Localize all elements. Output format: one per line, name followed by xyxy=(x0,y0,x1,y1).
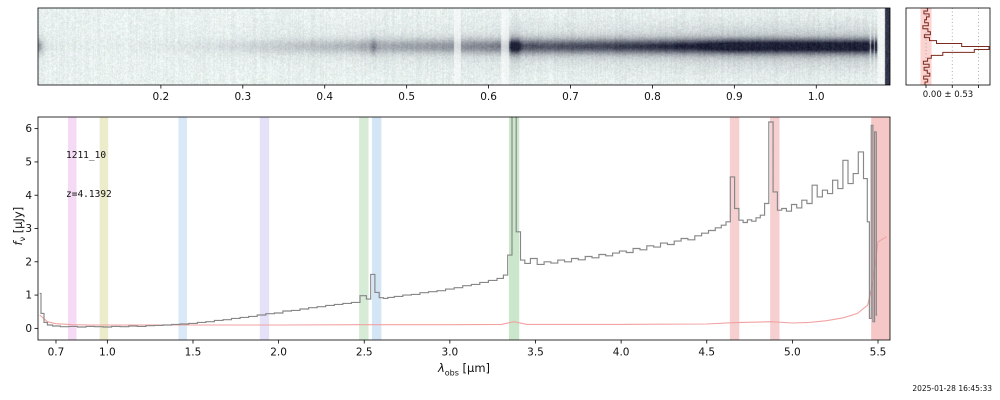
source-id-label: 1211_10 xyxy=(66,150,107,161)
y-axis-label-symbol: f xyxy=(10,241,25,246)
axes-spine xyxy=(37,116,891,341)
masked-line-band xyxy=(371,117,382,340)
spectrum-2d-heatmap xyxy=(38,8,890,85)
x-tick-label: 3.0 xyxy=(442,347,459,359)
y-axis-label-unit: [μJy] xyxy=(10,206,25,237)
masked-line-band xyxy=(871,117,890,340)
source-annotation: 1211_10 z=4.1392 xyxy=(66,123,112,227)
y-axis-label: fν [μJy] xyxy=(11,181,27,271)
x-tick-label: 0.7 xyxy=(48,347,65,359)
axes-spine xyxy=(905,7,991,86)
y-tick-label: 5 xyxy=(25,157,32,169)
x-axis-label-sub: obs xyxy=(444,368,459,378)
spectrum-line xyxy=(39,117,878,328)
masked-line-band xyxy=(259,117,270,340)
top-x-tick-label: 0.8 xyxy=(644,91,661,103)
y-tick-label: 1 xyxy=(25,290,32,302)
top-x-tick-label: 0.2 xyxy=(153,91,170,103)
x-tick-label: 2.5 xyxy=(356,347,373,359)
y-axis-label-sub: ν xyxy=(18,236,28,242)
x-axis-label: λobs [μm] xyxy=(38,361,890,377)
y-tick-label: 6 xyxy=(25,123,32,135)
x-tick-label: 4.5 xyxy=(698,347,715,359)
masked-line-band xyxy=(178,117,187,340)
x-tick-label: 1.0 xyxy=(99,347,116,359)
x-tick-label: 2.0 xyxy=(270,347,287,359)
top-x-tick-label: 1.0 xyxy=(808,91,825,103)
creation-timestamp: 2025-01-28 16:45:33 xyxy=(912,384,992,393)
top-x-tick-label: 0.9 xyxy=(726,91,743,103)
masked-line-band xyxy=(729,117,740,340)
uncertainty-line xyxy=(39,236,887,326)
x-tick-label: 5.0 xyxy=(784,347,801,359)
y-tick-label: 0 xyxy=(25,323,32,335)
sigma-band xyxy=(920,8,932,85)
x-axis-label-symbol: λ xyxy=(437,361,445,375)
top-x-tick-label: 0.5 xyxy=(398,91,415,103)
x-tick-label: 5.5 xyxy=(870,347,887,359)
top-x-tick-label: 0.6 xyxy=(480,91,497,103)
masked-line-band xyxy=(359,117,369,340)
x-tick-label: 4.0 xyxy=(613,347,630,359)
x-tick-label: 1.5 xyxy=(185,347,202,359)
top-x-tick-label: 0.4 xyxy=(316,91,333,103)
masked-line-band xyxy=(508,117,520,340)
redshift-label: z=4.1392 xyxy=(66,189,112,200)
x-tick-label: 3.5 xyxy=(527,347,544,359)
top-x-tick-label: 0.7 xyxy=(562,91,579,103)
x-axis-label-unit: [μm] xyxy=(458,361,491,375)
histogram-stats-label: 0.00 ± 0.53 xyxy=(922,90,974,100)
masked-line-band xyxy=(770,117,780,340)
profile-histogram-line xyxy=(922,8,990,85)
top-x-tick-label: 0.3 xyxy=(234,91,251,103)
